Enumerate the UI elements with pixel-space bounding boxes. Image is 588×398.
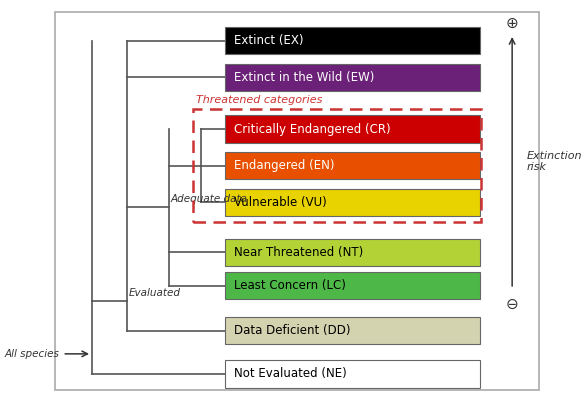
Text: Near Threatened (NT): Near Threatened (NT) — [235, 246, 363, 259]
Bar — [225, 317, 480, 344]
Text: Critically Endangered (CR): Critically Endangered (CR) — [235, 123, 391, 136]
Text: ⊕: ⊕ — [506, 16, 519, 31]
Text: Adequate data: Adequate data — [171, 194, 248, 204]
Bar — [225, 239, 480, 266]
Bar — [225, 64, 480, 91]
Bar — [225, 189, 480, 216]
Text: Data Deficient (DD): Data Deficient (DD) — [235, 324, 351, 337]
Bar — [225, 27, 480, 55]
Bar — [225, 360, 480, 388]
Text: Threatened categories: Threatened categories — [196, 96, 322, 105]
Bar — [225, 272, 480, 299]
Text: Vulnerable (VU): Vulnerable (VU) — [235, 196, 327, 209]
Bar — [225, 115, 480, 143]
Text: Extinction
risk: Extinction risk — [527, 151, 583, 172]
Text: Least Concern (LC): Least Concern (LC) — [235, 279, 346, 292]
Text: Evaluated: Evaluated — [129, 288, 181, 298]
Bar — [55, 12, 539, 390]
Bar — [225, 152, 480, 179]
Text: Not Evaluated (NE): Not Evaluated (NE) — [235, 367, 347, 380]
Text: Extinct (EX): Extinct (EX) — [235, 34, 304, 47]
Bar — [193, 109, 482, 222]
Text: Extinct in the Wild (EW): Extinct in the Wild (EW) — [235, 71, 375, 84]
Text: ⊖: ⊖ — [506, 297, 519, 312]
Text: Endangered (EN): Endangered (EN) — [235, 159, 335, 172]
Text: All species: All species — [5, 349, 60, 359]
